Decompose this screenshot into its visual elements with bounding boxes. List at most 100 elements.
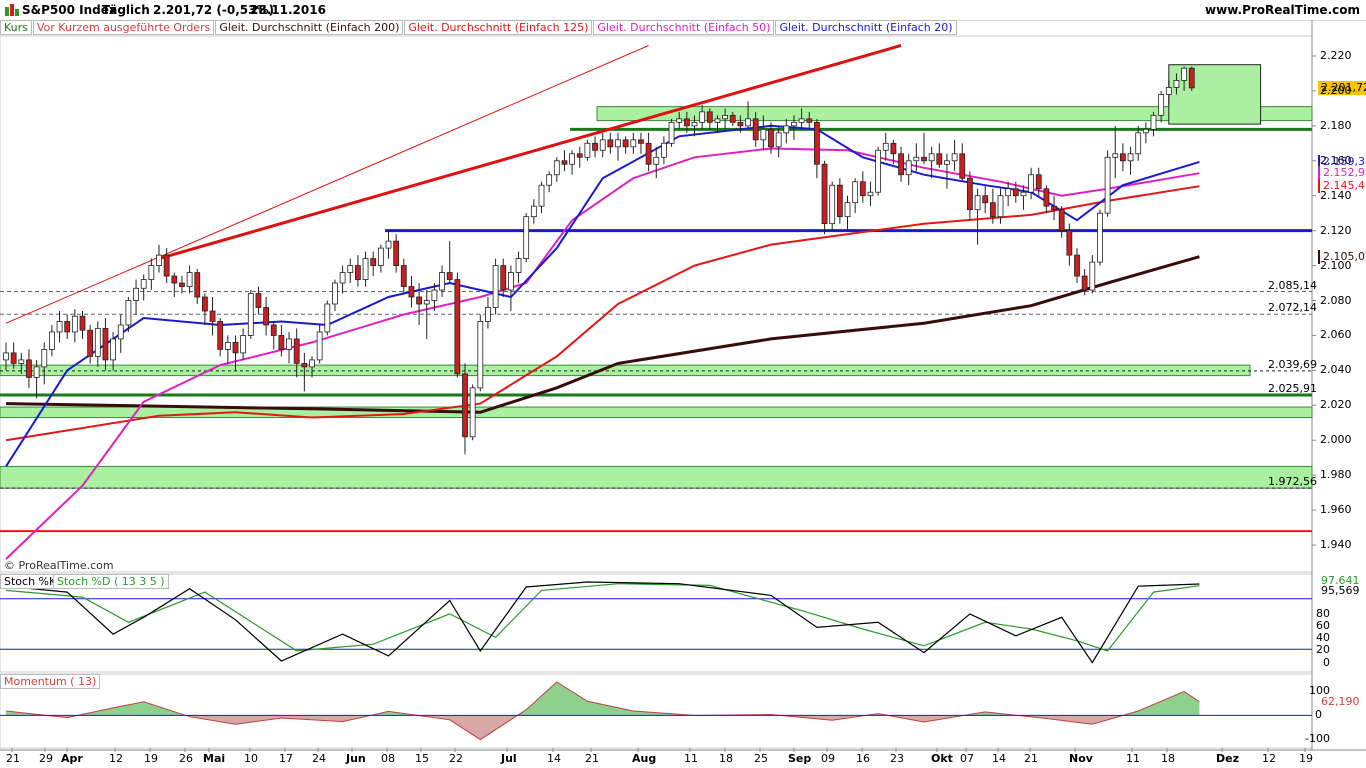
candle-body [171, 275, 178, 284]
candle [240, 328, 247, 360]
candle [194, 269, 201, 304]
x-tick-label: Mai [203, 752, 226, 765]
candle-body [201, 296, 208, 312]
x-tick-label: 08 [381, 752, 395, 765]
candle [668, 118, 675, 147]
candle [1150, 111, 1157, 137]
candle [523, 213, 530, 263]
x-tick-label: 22 [449, 752, 463, 765]
candle-body [622, 139, 629, 148]
candle [989, 188, 996, 224]
momentum-line [5, 681, 1200, 741]
candle [163, 248, 170, 284]
candle-body [293, 338, 300, 364]
stoch-d-title[interactable]: Stoch %D ( 13 3 5 ) [53, 574, 169, 589]
candle-body [385, 240, 392, 249]
momentum-panel [0, 673, 1313, 749]
candle-body [569, 153, 575, 165]
x-tick-label: 21 [1024, 752, 1038, 765]
momentum-tick: -100 [1305, 732, 1330, 745]
candle-body [324, 303, 331, 333]
y-tick-label: 2.020 [1320, 398, 1352, 412]
candle [913, 143, 920, 172]
candle-body [232, 342, 239, 354]
legend-orders[interactable]: Vor Kurzem ausgeführte Orders [32, 20, 215, 35]
candle-body [974, 195, 981, 211]
candle [829, 181, 836, 231]
support-band [0, 364, 1251, 377]
candle-body [49, 331, 55, 350]
candle [232, 335, 239, 371]
candle-body [859, 181, 866, 197]
candle [569, 150, 575, 175]
candle [362, 251, 369, 287]
candle [1127, 146, 1134, 175]
candle [1020, 185, 1027, 210]
y-tick-label: 1.960 [1320, 503, 1352, 517]
candle-body [339, 272, 346, 284]
candle [10, 342, 17, 369]
legend-price[interactable]: Kurs [0, 20, 32, 35]
candle-body [928, 153, 935, 162]
candle-body [1142, 128, 1149, 134]
x-tick-label: 12 [109, 752, 123, 765]
candle [729, 111, 736, 126]
candle-body [668, 121, 675, 144]
legend-ma50[interactable]: Gleit. Durchschnitt (Einfach 50) [593, 20, 775, 35]
momentum-title[interactable]: Momentum ( 13) [0, 674, 101, 689]
x-tick-label: 17 [279, 752, 293, 765]
x-tick-label: 25 [754, 752, 768, 765]
candle-body [240, 335, 247, 354]
candle [485, 297, 491, 329]
candle [561, 150, 568, 172]
candle [1081, 269, 1088, 296]
x-tick-label: Jun [346, 752, 366, 765]
candle-body [33, 366, 40, 378]
candle-body [798, 118, 805, 123]
candle [49, 324, 55, 357]
stoch-k-title[interactable]: Stoch %K [0, 574, 61, 589]
x-tick-label: 29 [39, 752, 53, 765]
candle-body [913, 156, 920, 162]
candle [3, 342, 9, 371]
candle [928, 146, 935, 179]
y-tick-label: 2.220 [1320, 48, 1352, 62]
stoch-d-value: 95,569 [1318, 584, 1366, 598]
candle [224, 335, 231, 364]
candle-body [454, 279, 461, 375]
candle-body [224, 342, 231, 350]
candle [706, 108, 713, 130]
candle [102, 317, 109, 371]
legend-ma20[interactable]: Gleit. Durchschnitt (Einfach 20) [775, 20, 957, 35]
candle-body [729, 114, 736, 123]
candle-body [989, 202, 996, 218]
candle-body [592, 142, 598, 151]
candle-body [737, 121, 744, 127]
candle [87, 324, 94, 364]
candle-body [1074, 254, 1080, 277]
candle-body [1158, 94, 1165, 116]
candle [683, 111, 690, 133]
candle [56, 310, 63, 343]
candle-body [301, 362, 308, 368]
support-band [0, 465, 1313, 489]
candle-body [630, 139, 637, 148]
candle-body [898, 153, 904, 176]
candle-body [691, 121, 698, 127]
candle [944, 153, 950, 189]
candle-body [1035, 174, 1042, 190]
candle [156, 244, 162, 273]
candle-body [944, 160, 950, 165]
candle-body [469, 387, 476, 438]
x-tick-label: 23 [890, 752, 904, 765]
candle-body [1104, 156, 1111, 214]
trend-line [5, 45, 649, 324]
legend-ma125[interactable]: Gleit. Durchschnitt (Einfach 125) [404, 20, 593, 35]
candle [469, 384, 476, 441]
candle [393, 234, 400, 273]
legend-ma200[interactable]: Gleit. Durchschnitt (Einfach 200) [215, 20, 404, 35]
site-url[interactable]: www.ProRealTime.com [1205, 3, 1360, 17]
candle [997, 188, 1004, 224]
chart-logo-icon [5, 4, 19, 16]
